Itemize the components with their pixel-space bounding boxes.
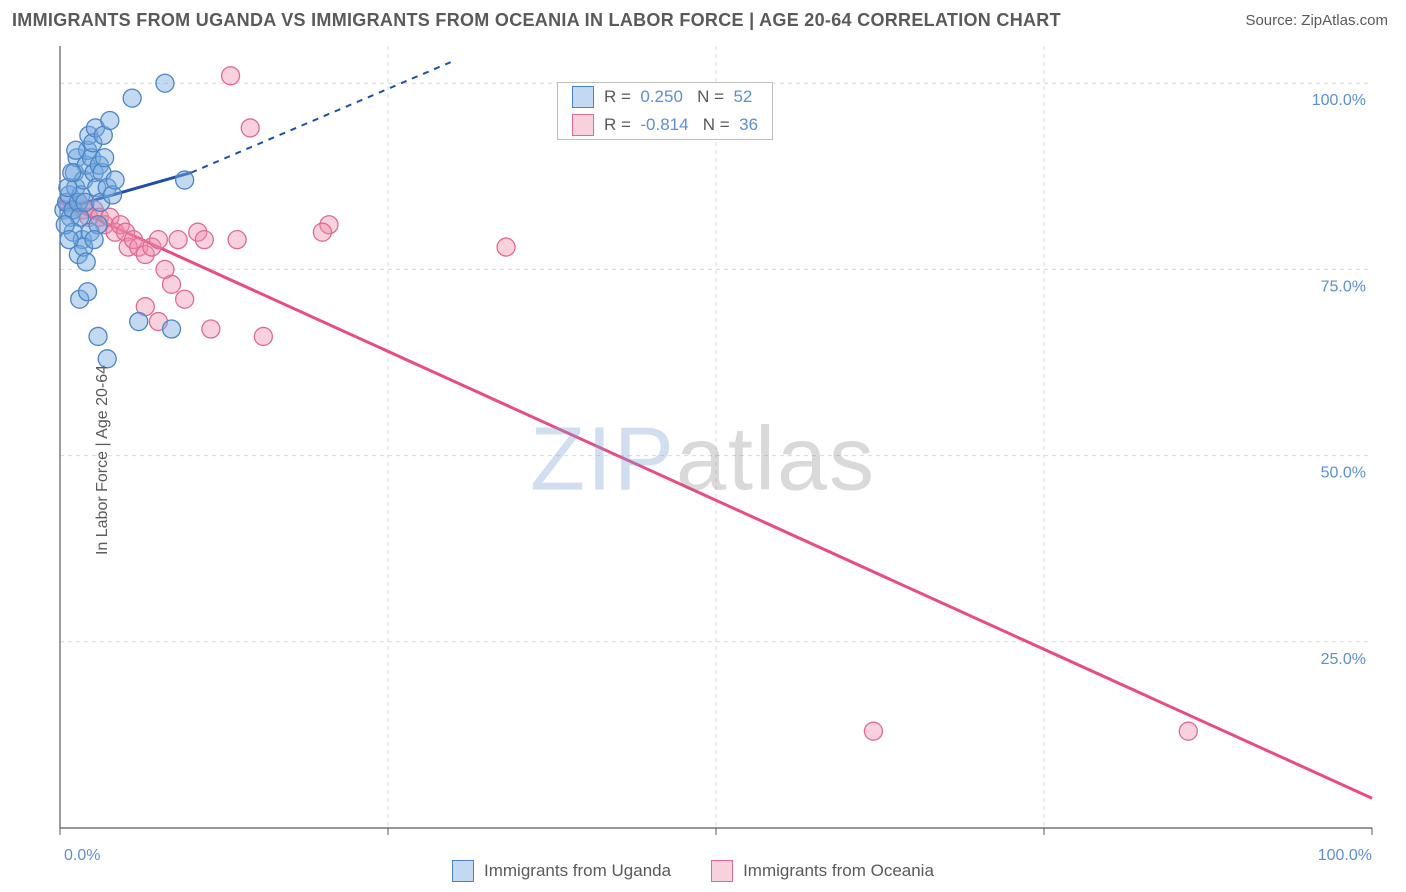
svg-text:50.0%: 50.0%: [1321, 465, 1366, 482]
y-axis-label: In Labor Force | Age 20-64: [94, 365, 112, 555]
legend-stats: R = 0.250 N = 52: [604, 87, 752, 107]
title-bar: IMMIGRANTS FROM UGANDA VS IMMIGRANTS FRO…: [0, 0, 1406, 37]
legend-row: R = 0.250 N = 52: [558, 83, 772, 111]
correlation-legend: R = 0.250 N = 52 R = -0.814 N = 36: [557, 82, 773, 140]
legend-stats: R = -0.814 N = 36: [604, 115, 758, 135]
legend-label: Immigrants from Uganda: [484, 861, 671, 881]
legend-item: Immigrants from Oceania: [711, 860, 934, 882]
scatter-chart: 25.0% 50.0% 75.0% 100.0% 0.0% 100.0%: [12, 38, 1394, 882]
chart-area: In Labor Force | Age 20-64 25.0% 50.0% 75.…: [12, 38, 1394, 882]
svg-text:100.0%: 100.0%: [1318, 847, 1372, 864]
svg-text:100.0%: 100.0%: [1312, 92, 1366, 109]
svg-text:0.0%: 0.0%: [64, 847, 100, 864]
series-legend: Immigrants from Uganda Immigrants from Oc…: [452, 860, 934, 882]
legend-swatch: [572, 114, 594, 136]
legend-label: Immigrants from Oceania: [743, 861, 934, 881]
legend-swatch: [452, 860, 474, 882]
legend-swatch: [711, 860, 733, 882]
svg-text:25.0%: 25.0%: [1321, 651, 1366, 668]
legend-swatch: [572, 86, 594, 108]
svg-text:75.0%: 75.0%: [1321, 278, 1366, 295]
source-label: Source: ZipAtlas.com: [1245, 12, 1388, 29]
legend-row: R = -0.814 N = 36: [558, 111, 772, 139]
legend-item: Immigrants from Uganda: [452, 860, 671, 882]
chart-title: IMMIGRANTS FROM UGANDA VS IMMIGRANTS FRO…: [12, 10, 1061, 31]
